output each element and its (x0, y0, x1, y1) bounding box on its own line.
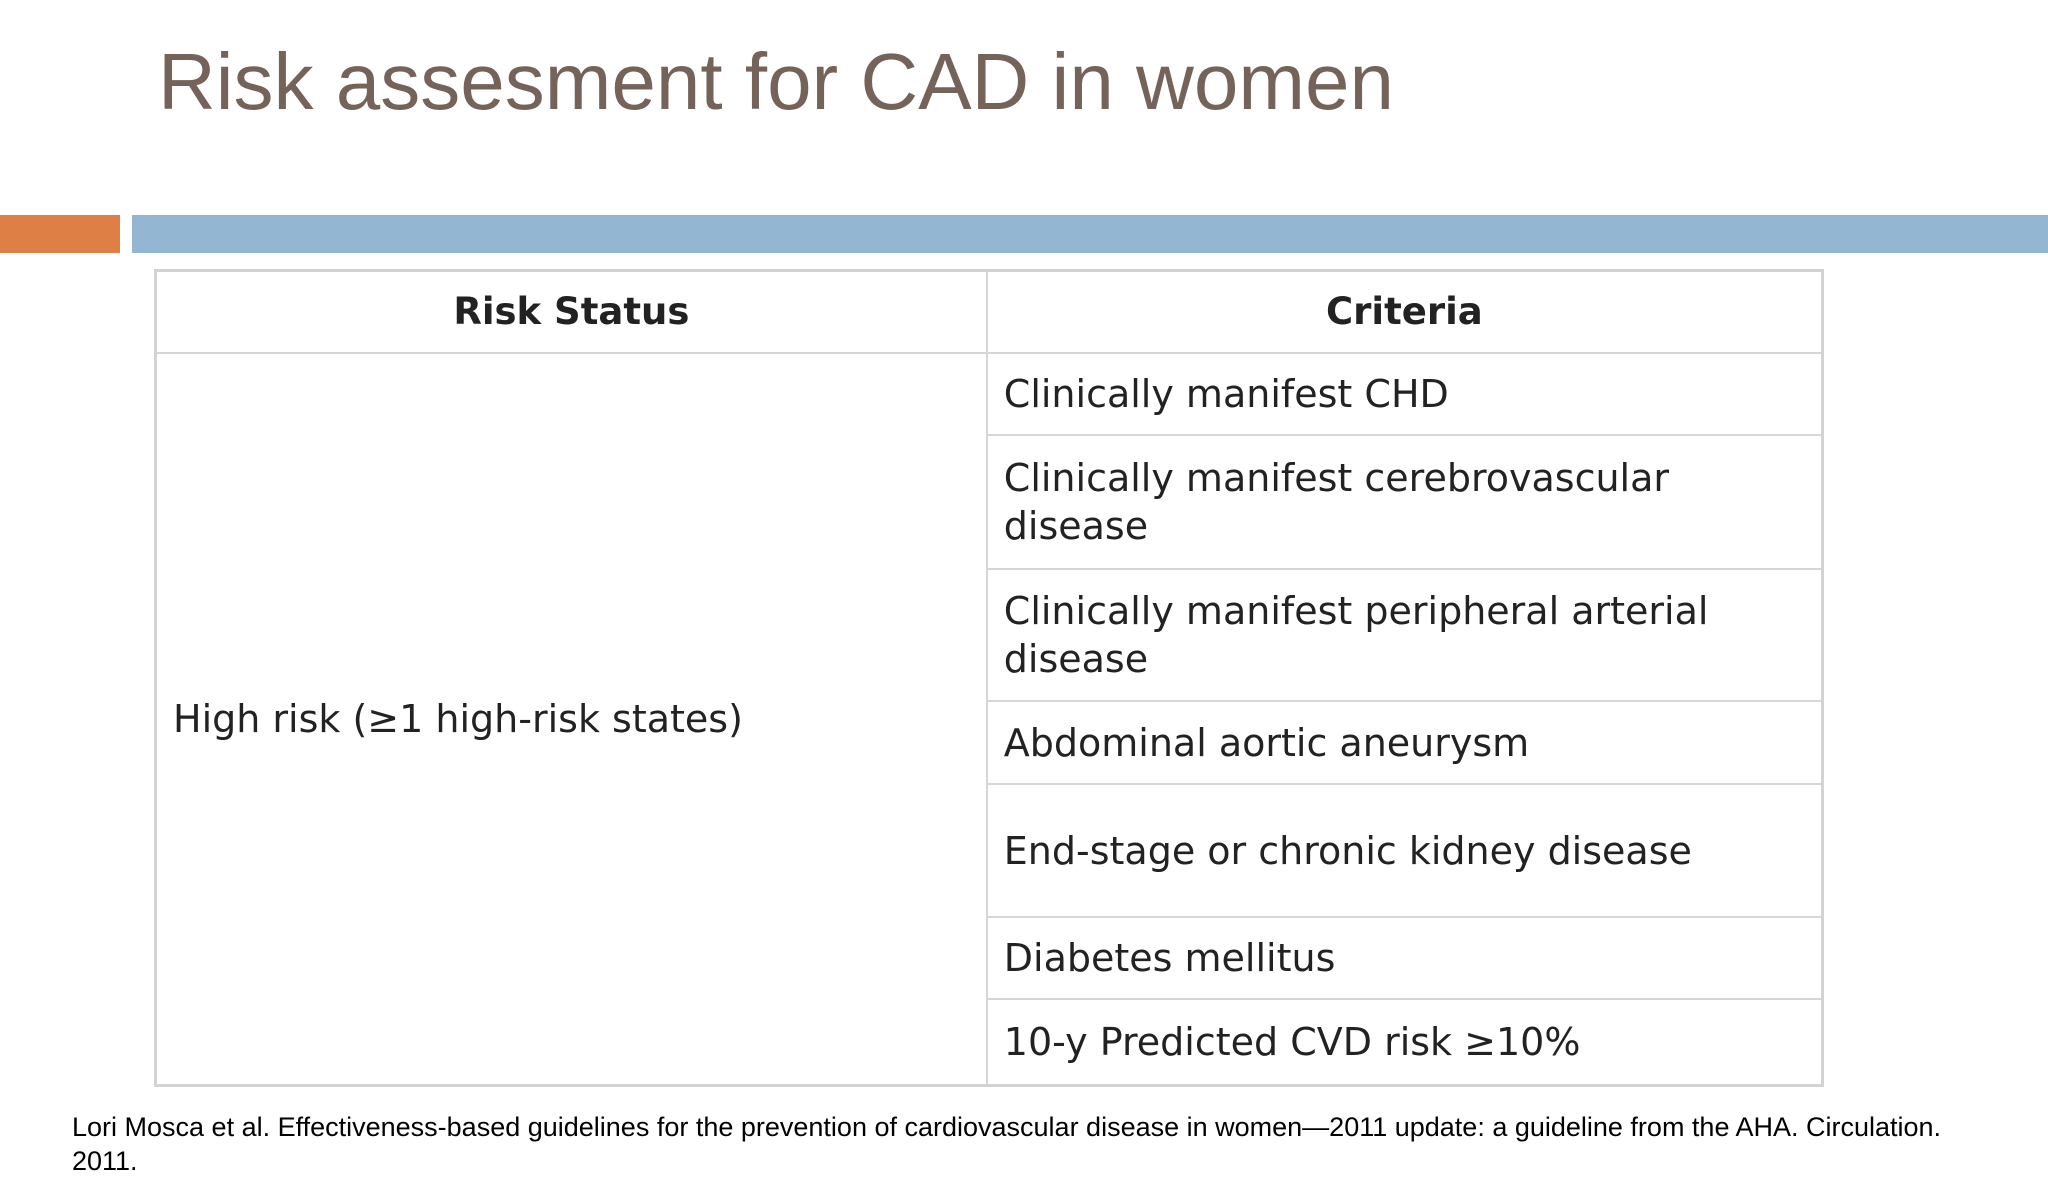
criteria-cell: End-stage or chronic kidney disease (985, 783, 1824, 918)
risk-status-cell: High risk (≥1 high-risk states) (154, 352, 988, 1086)
criteria-cell: Clinically manifest cerebrovascular dise… (985, 434, 1824, 570)
table-row: Clinically manifest peripheral arterial … (156, 568, 1824, 702)
criteria-cell: Diabetes mellitus (985, 916, 1824, 1000)
slide: Risk assesment for CAD in women Risk Sta… (0, 37, 2048, 1176)
slide-title: Risk assesment for CAD in women (158, 37, 1394, 126)
divider-bar (132, 215, 2048, 253)
criteria-cell: Clinically manifest CHD (985, 352, 1824, 436)
table-row: 10-y Predicted CVD risk ≥10% (156, 998, 1824, 1086)
table-row: Clinically manifest cerebrovascular dise… (156, 434, 1824, 570)
table-row: Diabetes mellitus (156, 916, 1824, 1000)
criteria-cell: Clinically manifest peripheral arterial … (985, 568, 1824, 702)
table-row: End-stage or chronic kidney disease (156, 783, 1824, 918)
table-body: High risk (≥1 high-risk states) Clinicall… (154, 352, 1824, 1086)
criteria-cell: Abdominal aortic aneurysm (985, 700, 1824, 785)
header-row: Risk Status Criteria (154, 269, 1824, 354)
table-row: High risk (≥1 high-risk states) Clinicall… (154, 352, 1824, 1086)
accent-bar (0, 215, 120, 253)
criteria-cell: 10-y Predicted CVD risk ≥10% (985, 998, 1824, 1086)
footnote: Lori Mosca et al. Effectiveness-based gu… (72, 1112, 1942, 1176)
column-header: Risk Status (154, 269, 988, 354)
column-header: Criteria (985, 269, 1824, 354)
table-row: Abdominal aortic aneurysm (156, 700, 1824, 785)
risk-table: Risk Status Criteria High risk (≥1 high-… (154, 269, 1824, 1087)
